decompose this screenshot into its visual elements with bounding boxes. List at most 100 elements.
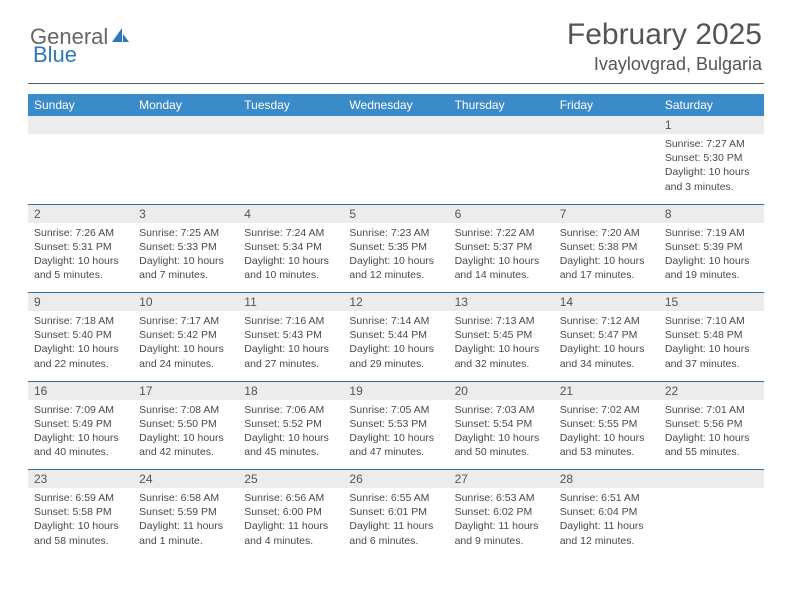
sunrise-text: Sunrise: 7:02 AM bbox=[560, 403, 653, 417]
daylight-text-2: and 19 minutes. bbox=[665, 268, 758, 282]
header-divider bbox=[28, 83, 764, 84]
weekday-header: Wednesday bbox=[343, 94, 448, 116]
daylight-text-1: Daylight: 10 hours bbox=[244, 254, 337, 268]
day-number: 8 bbox=[659, 204, 764, 223]
sunset-text: Sunset: 5:53 PM bbox=[349, 417, 442, 431]
daylight-text-2: and 34 minutes. bbox=[560, 357, 653, 371]
sunrise-text: Sunrise: 7:13 AM bbox=[455, 314, 548, 328]
day-cell: Sunrise: 7:25 AMSunset: 5:33 PMDaylight:… bbox=[133, 223, 238, 293]
sunrise-text: Sunrise: 7:03 AM bbox=[455, 403, 548, 417]
daylight-text-2: and 24 minutes. bbox=[139, 357, 232, 371]
day-cell: Sunrise: 6:59 AMSunset: 5:58 PMDaylight:… bbox=[28, 488, 133, 558]
sunset-text: Sunset: 5:47 PM bbox=[560, 328, 653, 342]
sunset-text: Sunset: 5:33 PM bbox=[139, 240, 232, 254]
day-number-row: 2345678 bbox=[28, 204, 764, 223]
daylight-text-1: Daylight: 10 hours bbox=[34, 254, 127, 268]
daylight-text-1: Daylight: 11 hours bbox=[560, 519, 653, 533]
day-cell: Sunrise: 7:23 AMSunset: 5:35 PMDaylight:… bbox=[343, 223, 448, 293]
day-number bbox=[133, 116, 238, 134]
header: General February 2025 Ivaylovgrad, Bulga… bbox=[0, 0, 792, 79]
sunrise-text: Sunrise: 6:51 AM bbox=[560, 491, 653, 505]
daylight-text-2: and 47 minutes. bbox=[349, 445, 442, 459]
day-number: 6 bbox=[449, 204, 554, 223]
calendar-table: Sunday Monday Tuesday Wednesday Thursday… bbox=[28, 94, 764, 558]
daylight-text-2: and 6 minutes. bbox=[349, 534, 442, 548]
daylight-text-1: Daylight: 10 hours bbox=[34, 519, 127, 533]
daylight-text-2: and 27 minutes. bbox=[244, 357, 337, 371]
day-number bbox=[238, 116, 343, 134]
sunset-text: Sunset: 5:37 PM bbox=[455, 240, 548, 254]
day-number: 17 bbox=[133, 381, 238, 400]
daylight-text-2: and 9 minutes. bbox=[455, 534, 548, 548]
day-number bbox=[449, 116, 554, 134]
day-number: 23 bbox=[28, 470, 133, 489]
daylight-text-1: Daylight: 10 hours bbox=[455, 431, 548, 445]
sunrise-text: Sunrise: 7:23 AM bbox=[349, 226, 442, 240]
day-content-row: Sunrise: 7:18 AMSunset: 5:40 PMDaylight:… bbox=[28, 311, 764, 381]
sunset-text: Sunset: 5:44 PM bbox=[349, 328, 442, 342]
day-cell: Sunrise: 7:14 AMSunset: 5:44 PMDaylight:… bbox=[343, 311, 448, 381]
weekday-header: Saturday bbox=[659, 94, 764, 116]
daylight-text-1: Daylight: 10 hours bbox=[560, 431, 653, 445]
sunset-text: Sunset: 6:01 PM bbox=[349, 505, 442, 519]
daylight-text-2: and 29 minutes. bbox=[349, 357, 442, 371]
sunset-text: Sunset: 5:59 PM bbox=[139, 505, 232, 519]
sunrise-text: Sunrise: 7:05 AM bbox=[349, 403, 442, 417]
day-number: 16 bbox=[28, 381, 133, 400]
day-number: 2 bbox=[28, 204, 133, 223]
day-cell: Sunrise: 6:58 AMSunset: 5:59 PMDaylight:… bbox=[133, 488, 238, 558]
daylight-text-1: Daylight: 11 hours bbox=[139, 519, 232, 533]
day-number: 5 bbox=[343, 204, 448, 223]
daylight-text-1: Daylight: 10 hours bbox=[139, 254, 232, 268]
day-number bbox=[659, 470, 764, 489]
sunset-text: Sunset: 5:30 PM bbox=[665, 151, 758, 165]
daylight-text-1: Daylight: 10 hours bbox=[349, 431, 442, 445]
sunrise-text: Sunrise: 7:01 AM bbox=[665, 403, 758, 417]
header-right: February 2025 Ivaylovgrad, Bulgaria bbox=[567, 18, 762, 75]
sunset-text: Sunset: 5:50 PM bbox=[139, 417, 232, 431]
day-number-row: 1 bbox=[28, 116, 764, 134]
sunset-text: Sunset: 5:31 PM bbox=[34, 240, 127, 254]
sunset-text: Sunset: 5:48 PM bbox=[665, 328, 758, 342]
day-number-row: 232425262728 bbox=[28, 470, 764, 489]
daylight-text-2: and 55 minutes. bbox=[665, 445, 758, 459]
sunrise-text: Sunrise: 7:18 AM bbox=[34, 314, 127, 328]
day-number: 10 bbox=[133, 293, 238, 312]
day-number: 3 bbox=[133, 204, 238, 223]
day-cell: Sunrise: 6:51 AMSunset: 6:04 PMDaylight:… bbox=[554, 488, 659, 558]
sunset-text: Sunset: 5:43 PM bbox=[244, 328, 337, 342]
sail-icon bbox=[110, 24, 130, 50]
sunset-text: Sunset: 5:38 PM bbox=[560, 240, 653, 254]
day-number: 19 bbox=[343, 381, 448, 400]
weekday-header: Monday bbox=[133, 94, 238, 116]
day-number-row: 9101112131415 bbox=[28, 293, 764, 312]
daylight-text-2: and 17 minutes. bbox=[560, 268, 653, 282]
day-number: 13 bbox=[449, 293, 554, 312]
daylight-text-2: and 32 minutes. bbox=[455, 357, 548, 371]
day-number: 14 bbox=[554, 293, 659, 312]
day-cell: Sunrise: 7:22 AMSunset: 5:37 PMDaylight:… bbox=[449, 223, 554, 293]
day-cell: Sunrise: 7:03 AMSunset: 5:54 PMDaylight:… bbox=[449, 400, 554, 470]
sunrise-text: Sunrise: 7:22 AM bbox=[455, 226, 548, 240]
daylight-text-1: Daylight: 11 hours bbox=[455, 519, 548, 533]
weekday-header: Sunday bbox=[28, 94, 133, 116]
daylight-text-2: and 40 minutes. bbox=[34, 445, 127, 459]
day-cell: Sunrise: 7:08 AMSunset: 5:50 PMDaylight:… bbox=[133, 400, 238, 470]
day-number: 25 bbox=[238, 470, 343, 489]
daylight-text-1: Daylight: 10 hours bbox=[244, 431, 337, 445]
daylight-text-2: and 42 minutes. bbox=[139, 445, 232, 459]
sunset-text: Sunset: 6:04 PM bbox=[560, 505, 653, 519]
sunset-text: Sunset: 5:45 PM bbox=[455, 328, 548, 342]
brand-part2: Blue bbox=[33, 42, 77, 68]
day-content-row: Sunrise: 6:59 AMSunset: 5:58 PMDaylight:… bbox=[28, 488, 764, 558]
sunset-text: Sunset: 6:02 PM bbox=[455, 505, 548, 519]
day-cell: Sunrise: 7:12 AMSunset: 5:47 PMDaylight:… bbox=[554, 311, 659, 381]
sunrise-text: Sunrise: 7:24 AM bbox=[244, 226, 337, 240]
sunrise-text: Sunrise: 7:25 AM bbox=[139, 226, 232, 240]
sunrise-text: Sunrise: 6:53 AM bbox=[455, 491, 548, 505]
day-cell: Sunrise: 7:17 AMSunset: 5:42 PMDaylight:… bbox=[133, 311, 238, 381]
day-number: 15 bbox=[659, 293, 764, 312]
day-number-row: 16171819202122 bbox=[28, 381, 764, 400]
day-number: 1 bbox=[659, 116, 764, 134]
daylight-text-1: Daylight: 10 hours bbox=[665, 431, 758, 445]
